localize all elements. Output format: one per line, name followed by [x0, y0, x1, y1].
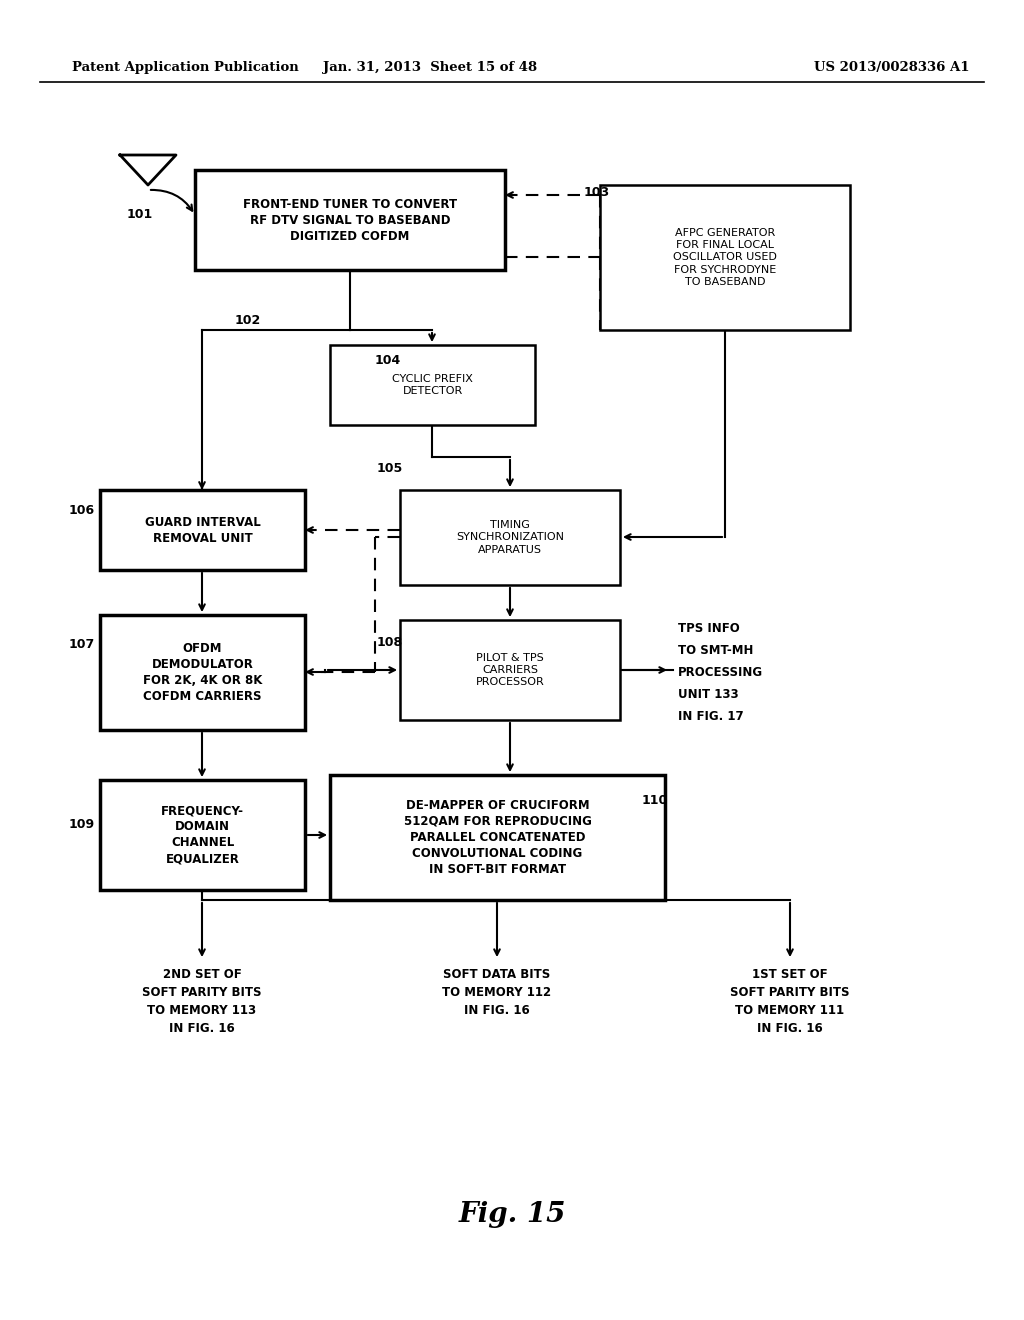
Text: 102: 102 [234, 314, 261, 326]
Text: 104: 104 [375, 354, 401, 367]
Bar [195, 170, 505, 271]
Text: Jan. 31, 2013  Sheet 15 of 48: Jan. 31, 2013 Sheet 15 of 48 [323, 62, 537, 74]
Bar [330, 775, 665, 900]
Text: IN FIG. 17: IN FIG. 17 [678, 710, 743, 722]
Text: Patent Application Publication: Patent Application Publication [72, 62, 299, 74]
Text: 107: 107 [69, 639, 95, 652]
Bar [330, 345, 535, 425]
Text: 103: 103 [584, 186, 610, 198]
Text: AFPC GENERATOR
FOR FINAL LOCAL
OSCILLATOR USED
FOR SYCHRODYNE
TO BASEBAND: AFPC GENERATOR FOR FINAL LOCAL OSCILLATO… [673, 227, 777, 288]
Text: 105: 105 [377, 462, 403, 474]
Text: OFDM
DEMODULATOR
FOR 2K, 4K OR 8K
COFDM CARRIERS: OFDM DEMODULATOR FOR 2K, 4K OR 8K COFDM … [142, 642, 262, 704]
Text: 106: 106 [69, 503, 95, 516]
Text: UNIT 133: UNIT 133 [678, 688, 738, 701]
Bar [400, 490, 620, 585]
Text: FRONT-END TUNER TO CONVERT
RF DTV SIGNAL TO BASEBAND
DIGITIZED COFDM: FRONT-END TUNER TO CONVERT RF DTV SIGNAL… [243, 198, 457, 243]
Text: 1ST SET OF
SOFT PARITY BITS
TO MEMORY 111
IN FIG. 16: 1ST SET OF SOFT PARITY BITS TO MEMORY 11… [730, 968, 850, 1035]
Text: GUARD INTERVAL
REMOVAL UNIT: GUARD INTERVAL REMOVAL UNIT [144, 516, 260, 544]
Bar [600, 185, 850, 330]
Text: 109: 109 [69, 818, 95, 832]
Text: SOFT DATA BITS
TO MEMORY 112
IN FIG. 16: SOFT DATA BITS TO MEMORY 112 IN FIG. 16 [442, 968, 552, 1016]
Text: DE-MAPPER OF CRUCIFORM
512QAM FOR REPRODUCING
PARALLEL CONCATENATED
CONVOLUTIONA: DE-MAPPER OF CRUCIFORM 512QAM FOR REPROD… [403, 799, 592, 876]
Text: TPS INFO: TPS INFO [678, 622, 739, 635]
Bar [100, 615, 305, 730]
Text: PROCESSING: PROCESSING [678, 665, 763, 678]
Bar [400, 620, 620, 719]
Text: 101: 101 [127, 209, 154, 222]
Bar [100, 780, 305, 890]
Text: TIMING
SYNCHRONIZATION
APPARATUS: TIMING SYNCHRONIZATION APPARATUS [456, 520, 564, 554]
Text: 108: 108 [377, 636, 403, 649]
Text: CYCLIC PREFIX
DETECTOR: CYCLIC PREFIX DETECTOR [392, 374, 473, 396]
Text: FREQUENCY-
DOMAIN
CHANNEL
EQUALIZER: FREQUENCY- DOMAIN CHANNEL EQUALIZER [161, 804, 244, 866]
Text: US 2013/0028336 A1: US 2013/0028336 A1 [814, 62, 970, 74]
Text: 2ND SET OF
SOFT PARITY BITS
TO MEMORY 113
IN FIG. 16: 2ND SET OF SOFT PARITY BITS TO MEMORY 11… [142, 968, 262, 1035]
Text: TO SMT-MH: TO SMT-MH [678, 644, 754, 656]
Text: Fig. 15: Fig. 15 [459, 1201, 565, 1229]
Bar [100, 490, 305, 570]
Text: PILOT & TPS
CARRIERS
PROCESSOR: PILOT & TPS CARRIERS PROCESSOR [475, 652, 545, 688]
Text: 110: 110 [642, 793, 668, 807]
